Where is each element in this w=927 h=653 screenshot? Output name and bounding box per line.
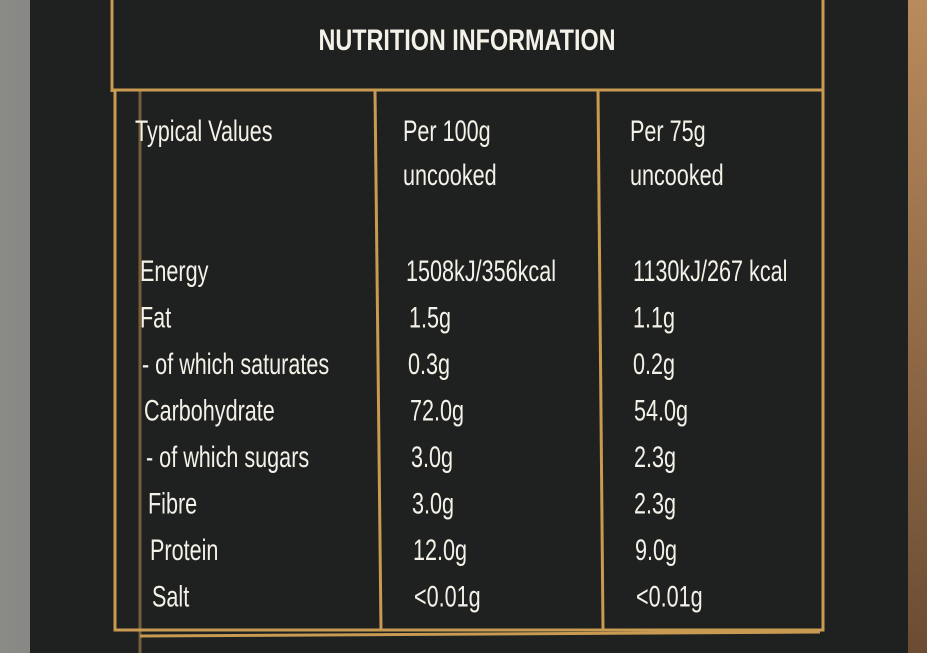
- nutrient-value: 1130kJ/267 kcal: [633, 253, 787, 287]
- column-line: [373, 89, 383, 631]
- nutrient-label: Fat: [140, 300, 172, 334]
- nutrient-value: <0.01g: [414, 579, 481, 613]
- nutrient-value: 1508kJ/356kcal: [406, 253, 556, 287]
- nutrient-label: Energy: [140, 253, 209, 287]
- nutrient-value: 72.0g: [410, 393, 464, 427]
- header-cell: uncooked: [630, 157, 724, 191]
- nutrient-value: 3.0g: [411, 439, 453, 473]
- column-line: [596, 89, 605, 631]
- header-cell: Typical Values: [135, 113, 273, 147]
- nutrient-value: <0.01g: [636, 579, 703, 613]
- nutrient-value: 1.5g: [409, 300, 451, 334]
- nutrient-value: 12.0g: [413, 532, 467, 566]
- header-cell: Per 75g: [630, 113, 706, 147]
- nutrient-label: Salt: [152, 579, 190, 613]
- content: NUTRITION INFORMATION Typical Values Per 1…: [135, 23, 787, 613]
- header-cell: uncooked: [403, 157, 497, 191]
- nutrient-label: Fibre: [148, 486, 197, 520]
- nutrient-label: Carbohydrate: [144, 393, 275, 427]
- nutrient-value: 9.0g: [635, 532, 677, 566]
- nutrient-label: - of which sugars: [146, 439, 309, 473]
- header-cell: Per 100g: [403, 113, 491, 147]
- nutrient-value: 3.0g: [412, 486, 454, 520]
- nutrient-label: - of which saturates: [142, 346, 329, 380]
- title: NUTRITION INFORMATION: [318, 23, 615, 56]
- package: [30, 0, 908, 653]
- nutrient-value: 0.3g: [408, 346, 450, 380]
- nutrient-value: 2.3g: [634, 486, 676, 520]
- nutrient-value: 54.0g: [634, 393, 688, 427]
- nutrient-label: Protein: [150, 532, 218, 566]
- nutrient-value: 2.3g: [634, 439, 676, 473]
- nutrient-value: 1.1g: [633, 300, 675, 334]
- frame-line: [139, 630, 821, 638]
- background-right: [905, 0, 927, 653]
- nutrient-value: 0.2g: [633, 346, 675, 380]
- table-frame: [113, 88, 825, 632]
